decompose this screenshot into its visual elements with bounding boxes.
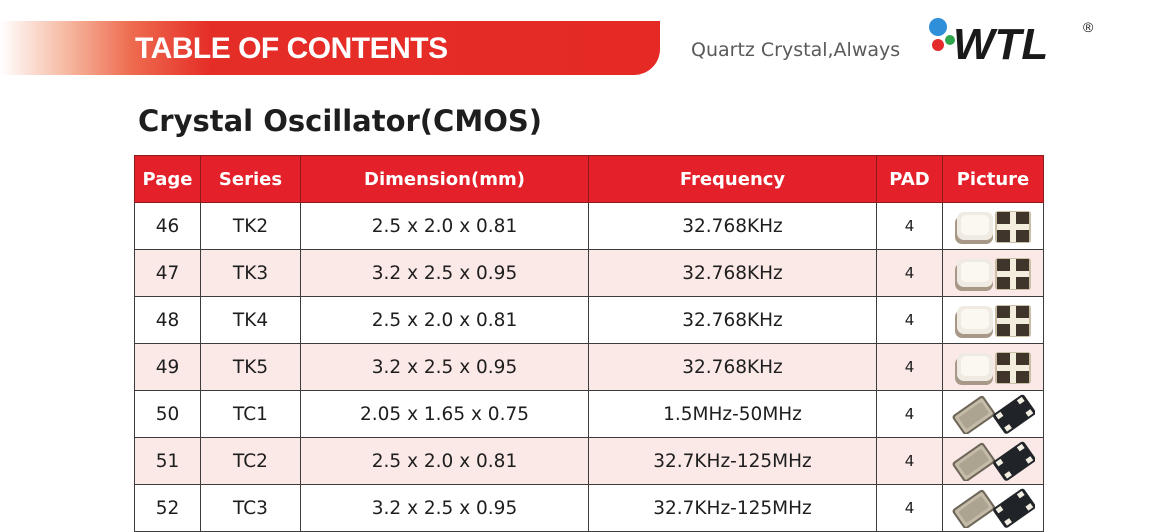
cell-pad: 4 (876, 343, 943, 391)
cell-series: TC1 (200, 390, 301, 438)
section-title: Crystal Oscillator(CMOS) (138, 104, 542, 138)
cell-dimension: 2.5 x 2.0 x 0.81 (300, 437, 589, 485)
cell-frequency: 32.768KHz (588, 296, 877, 344)
cell-page: 49 (134, 343, 201, 391)
wtl-logo: WTL ® (929, 18, 1094, 64)
cell-pad: 4 (876, 202, 943, 250)
cell-dimension: 2.05 x 1.65 x 0.75 (300, 390, 589, 438)
table-row: 50 TC1 2.05 x 1.65 x 0.75 1.5MHz-50MHz 4 (134, 390, 1044, 438)
cell-dimension: 3.2 x 2.5 x 0.95 (300, 484, 589, 532)
cell-frequency: 32.768KHz (588, 249, 877, 297)
table-body: 46 TK2 2.5 x 2.0 x 0.81 32.768KHz 4 47 TK3 3.2… (134, 202, 1044, 532)
cell-picture (942, 437, 1044, 485)
contents-table: Page Series Dimension(mm) Frequency PAD … (134, 155, 1044, 532)
logo-text: WTL (953, 20, 1048, 64)
table-row: 48 TK4 2.5 x 2.0 x 0.81 32.768KHz 4 (134, 296, 1044, 344)
col-header-frequency: Frequency (588, 155, 877, 203)
tc-package-icon (952, 394, 1035, 434)
cell-series: TK4 (200, 296, 301, 344)
cell-frequency: 1.5MHz-50MHz (588, 390, 877, 438)
cell-pad: 4 (876, 484, 943, 532)
cell-dimension: 2.5 x 2.0 x 0.81 (300, 202, 589, 250)
cell-picture (942, 484, 1044, 532)
table-row: 52 TC3 3.2 x 2.5 x 0.95 32.7KHz-125MHz 4 (134, 484, 1044, 532)
cell-picture (942, 202, 1044, 250)
cell-pad: 4 (876, 249, 943, 297)
registered-mark: ® (1083, 19, 1094, 35)
table-row: 51 TC2 2.5 x 2.0 x 0.81 32.7KHz-125MHz 4 (134, 437, 1044, 485)
cell-picture (942, 249, 1044, 297)
cell-page: 51 (134, 437, 201, 485)
cell-page: 48 (134, 296, 201, 344)
table-row: 46 TK2 2.5 x 2.0 x 0.81 32.768KHz 4 (134, 202, 1044, 250)
cell-dimension: 3.2 x 2.5 x 0.95 (300, 249, 589, 297)
cell-series: TK2 (200, 202, 301, 250)
cell-frequency: 32.768KHz (588, 202, 877, 250)
cell-pad: 4 (876, 437, 943, 485)
col-header-picture: Picture (942, 155, 1044, 203)
cell-pad: 4 (876, 390, 943, 438)
header-banner (0, 21, 660, 75)
tk-package-icon (955, 305, 1031, 338)
cell-page: 47 (134, 249, 201, 297)
cell-frequency: 32.7KHz-125MHz (588, 484, 877, 532)
tk-package-icon (955, 258, 1031, 291)
cell-frequency: 32.768KHz (588, 343, 877, 391)
tagline: Quartz Crystal,Always (691, 39, 901, 61)
cell-page: 52 (134, 484, 201, 532)
cell-series: TC2 (200, 437, 301, 485)
table-header-row: Page Series Dimension(mm) Frequency PAD … (134, 155, 1044, 203)
cell-dimension: 3.2 x 2.5 x 0.95 (300, 343, 589, 391)
cell-picture (942, 296, 1044, 344)
table-row: 49 TK5 3.2 x 2.5 x 0.95 32.768KHz 4 (134, 343, 1044, 391)
cell-dimension: 2.5 x 2.0 x 0.81 (300, 296, 589, 344)
banner-title: TABLE OF CONTENTS (135, 32, 448, 65)
cell-page: 46 (134, 202, 201, 250)
cell-series: TK3 (200, 249, 301, 297)
col-header-page: Page (134, 155, 201, 203)
cell-series: TC3 (200, 484, 301, 532)
tc-package-icon (952, 441, 1035, 481)
col-header-dimension: Dimension(mm) (300, 155, 589, 203)
cell-frequency: 32.7KHz-125MHz (588, 437, 877, 485)
tc-package-icon (952, 488, 1035, 528)
col-header-pad: PAD (876, 155, 943, 203)
tk-package-icon (955, 352, 1031, 385)
table-row: 47 TK3 3.2 x 2.5 x 0.95 32.768KHz 4 (134, 249, 1044, 297)
cell-picture (942, 343, 1044, 391)
tk-package-icon (955, 211, 1031, 244)
cell-picture (942, 390, 1044, 438)
cell-series: TK5 (200, 343, 301, 391)
col-header-series: Series (200, 155, 301, 203)
cell-page: 50 (134, 390, 201, 438)
cell-pad: 4 (876, 296, 943, 344)
